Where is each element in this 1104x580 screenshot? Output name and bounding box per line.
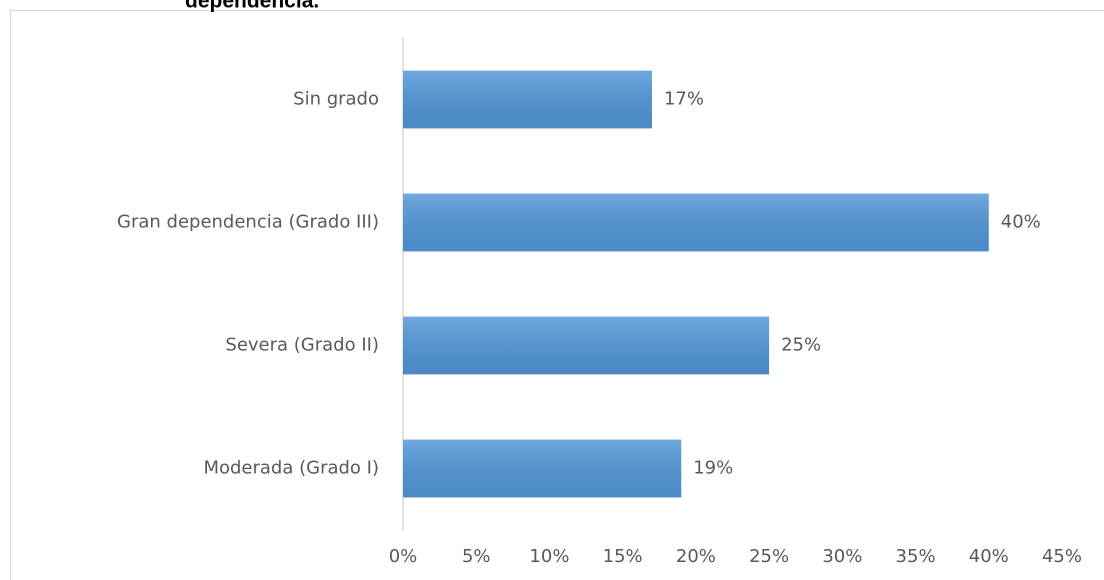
x-tick-label: 30% bbox=[822, 546, 862, 567]
x-tick-label: 20% bbox=[676, 546, 716, 567]
x-tick-label: 40% bbox=[969, 546, 1009, 567]
x-tick-label: 35% bbox=[896, 546, 936, 567]
x-tick-label: 5% bbox=[462, 546, 491, 567]
data-label: 17% bbox=[664, 89, 704, 110]
chart-border bbox=[10, 10, 1104, 580]
y-tick-label: Gran dependencia (Grado III) bbox=[117, 212, 379, 233]
bar-shade bbox=[403, 316, 770, 375]
bar-shade bbox=[403, 193, 989, 252]
data-label: 25% bbox=[781, 335, 821, 356]
x-tick-label: 0% bbox=[389, 546, 418, 567]
x-tick-label: 45% bbox=[1042, 546, 1082, 567]
y-tick-label: Severa (Grado II) bbox=[225, 335, 379, 356]
x-tick-label: 25% bbox=[749, 546, 789, 567]
bar-shade bbox=[403, 70, 652, 129]
data-label: 19% bbox=[693, 458, 733, 479]
chart-title: dependencia. bbox=[185, 0, 319, 13]
x-tick-label: 10% bbox=[529, 546, 569, 567]
y-tick-label: Sin grado bbox=[293, 89, 379, 110]
bar-shade bbox=[403, 439, 682, 498]
y-tick-label: Moderada (Grado I) bbox=[203, 458, 379, 479]
x-tick-label: 15% bbox=[603, 546, 643, 567]
data-label: 40% bbox=[1001, 212, 1041, 233]
